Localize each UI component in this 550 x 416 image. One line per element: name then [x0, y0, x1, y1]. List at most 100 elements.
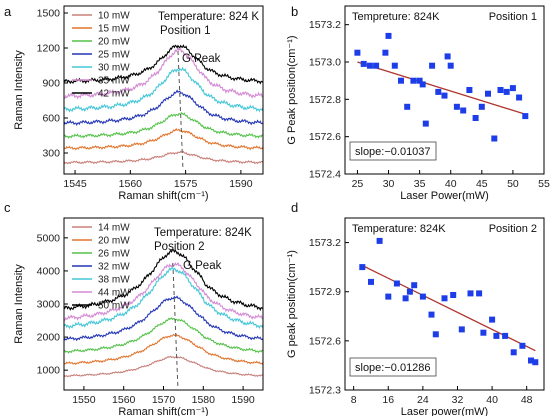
x-tick-label: 24: [417, 394, 429, 406]
data-point: [406, 288, 413, 295]
legend-entry: 20 mW: [98, 236, 130, 247]
data-point: [366, 62, 373, 69]
panel-letter: a: [4, 4, 12, 19]
data-point: [429, 62, 436, 69]
x-tick-label: 40: [486, 394, 498, 406]
y-tick-label: 2000: [37, 332, 61, 344]
data-point: [460, 107, 467, 114]
legend-entry: 14 mW: [98, 223, 130, 234]
x-tick-label: 1545: [63, 178, 87, 190]
spectrum-line-30mw: [64, 66, 263, 113]
data-point: [416, 77, 423, 84]
y-tick-label: 1573.0: [309, 57, 341, 69]
legend-entry: 44 mW: [98, 288, 130, 299]
spectrum-line-44mw: [64, 262, 263, 321]
data-point: [502, 332, 509, 339]
legend-entry: 32 mW: [98, 262, 130, 273]
spectrum-line-42mw: [64, 44, 263, 85]
x-tick-label: 55: [538, 178, 550, 190]
data-point: [497, 87, 504, 93]
data-point: [419, 81, 426, 88]
data-point: [441, 295, 448, 302]
spectrum-line-25mw: [64, 89, 263, 126]
data-point: [510, 349, 517, 356]
x-tick-label: 50: [507, 178, 519, 190]
data-point: [489, 316, 496, 323]
y-axis-label: G Peak position(cm⁻¹): [286, 35, 298, 144]
x-tick-label: 1575: [174, 178, 198, 190]
position-annotation: Position 2: [489, 223, 537, 235]
data-point: [472, 115, 479, 121]
legend: 10 mW 15 mW 20 mW 25 mW 30 mW 35 mW 42 mW: [72, 11, 130, 100]
spectrum-line-14mw: [64, 355, 263, 378]
data-point: [441, 92, 448, 99]
data-point: [368, 278, 374, 285]
y-tick-label: 1572.4: [309, 169, 341, 181]
position-annotation: Position 1: [489, 11, 537, 23]
panel-letter: d: [291, 200, 298, 215]
peak-annotation: G Peak: [182, 53, 221, 65]
data-point: [435, 88, 442, 95]
data-point: [393, 280, 400, 287]
data-point: [385, 293, 392, 300]
y-tick-label: 600: [42, 113, 60, 125]
spectrum-line-15mw: [64, 127, 263, 151]
spectrum-line-26mw: [64, 317, 263, 354]
data-point: [432, 331, 439, 338]
y-axis-label: G peak position(cm⁻¹): [286, 250, 298, 358]
peak-guide-line: [177, 50, 184, 171]
legend-entry: 38 mW: [98, 275, 130, 286]
x-tick-label: 1560: [112, 394, 136, 406]
y-tick-label: 1572.3: [309, 385, 341, 397]
x-tick-label: 16: [382, 394, 394, 406]
x-axis-label: Raman shift(cm⁻¹): [118, 190, 208, 202]
spectrum-line-32mw: [64, 295, 263, 342]
data-point: [447, 62, 454, 69]
x-tick-label: 45: [476, 178, 488, 190]
spectrum-line-20mw: [64, 111, 263, 139]
panel-letter: b: [291, 4, 298, 19]
x-tick-label: 1590: [229, 178, 253, 190]
x-tick-label: 1570: [152, 394, 176, 406]
legend-entry: 15 mW: [98, 24, 130, 35]
data-point: [402, 295, 409, 302]
data-point: [528, 357, 534, 364]
y-tick-label: 1573.2: [309, 237, 341, 249]
series-group: [64, 44, 263, 171]
y-tick-label: 1572.6: [309, 335, 341, 347]
temperature-annotation: Temperature: 824K: [352, 223, 446, 235]
data-point: [522, 113, 529, 120]
data-point: [532, 359, 539, 366]
y-tick-label: 900: [42, 78, 60, 90]
x-tick-label: 25: [352, 178, 364, 190]
data-point: [491, 135, 498, 142]
data-point: [467, 290, 474, 297]
data-point: [453, 103, 460, 110]
data-point: [391, 62, 398, 69]
x-tick-label: 40: [445, 178, 457, 190]
x-tick-label: 1560: [119, 178, 143, 190]
scatter-panel-d: Temperature: 824K Position 2 slope:−0.0128…: [286, 200, 545, 416]
position-annotation: Position 2: [154, 241, 205, 253]
data-point: [503, 88, 510, 95]
y-tick-label: 300: [42, 148, 60, 160]
panel-letter: c: [4, 200, 11, 215]
data-point: [410, 77, 417, 84]
peak-annotation: G Peak: [183, 260, 222, 272]
data-point: [354, 49, 361, 56]
y-tick-label: 1573.2: [309, 19, 341, 31]
x-tick-label: 35: [414, 178, 426, 190]
series-group: [64, 249, 263, 387]
temperature-annotation: Temperature: 824K: [154, 227, 252, 239]
scatter-panel-b: Tempreture: 824K Position 1 slope:−0.01037…: [286, 4, 550, 202]
fit-line: [357, 61, 526, 115]
data-point: [458, 326, 465, 333]
legend-entry: 42 mW: [98, 89, 130, 100]
legend-entry: 10 mW: [98, 11, 130, 22]
peak-guide-line: [172, 262, 179, 387]
data-point: [398, 77, 404, 84]
legend: 14 mW 20 mW 26 mW 32 mW 38 mW 44 mW 50 mW: [72, 223, 130, 312]
data-point: [444, 53, 451, 60]
y-tick-label: 4000: [37, 265, 61, 277]
spectrum-line-50mw: [64, 249, 263, 312]
